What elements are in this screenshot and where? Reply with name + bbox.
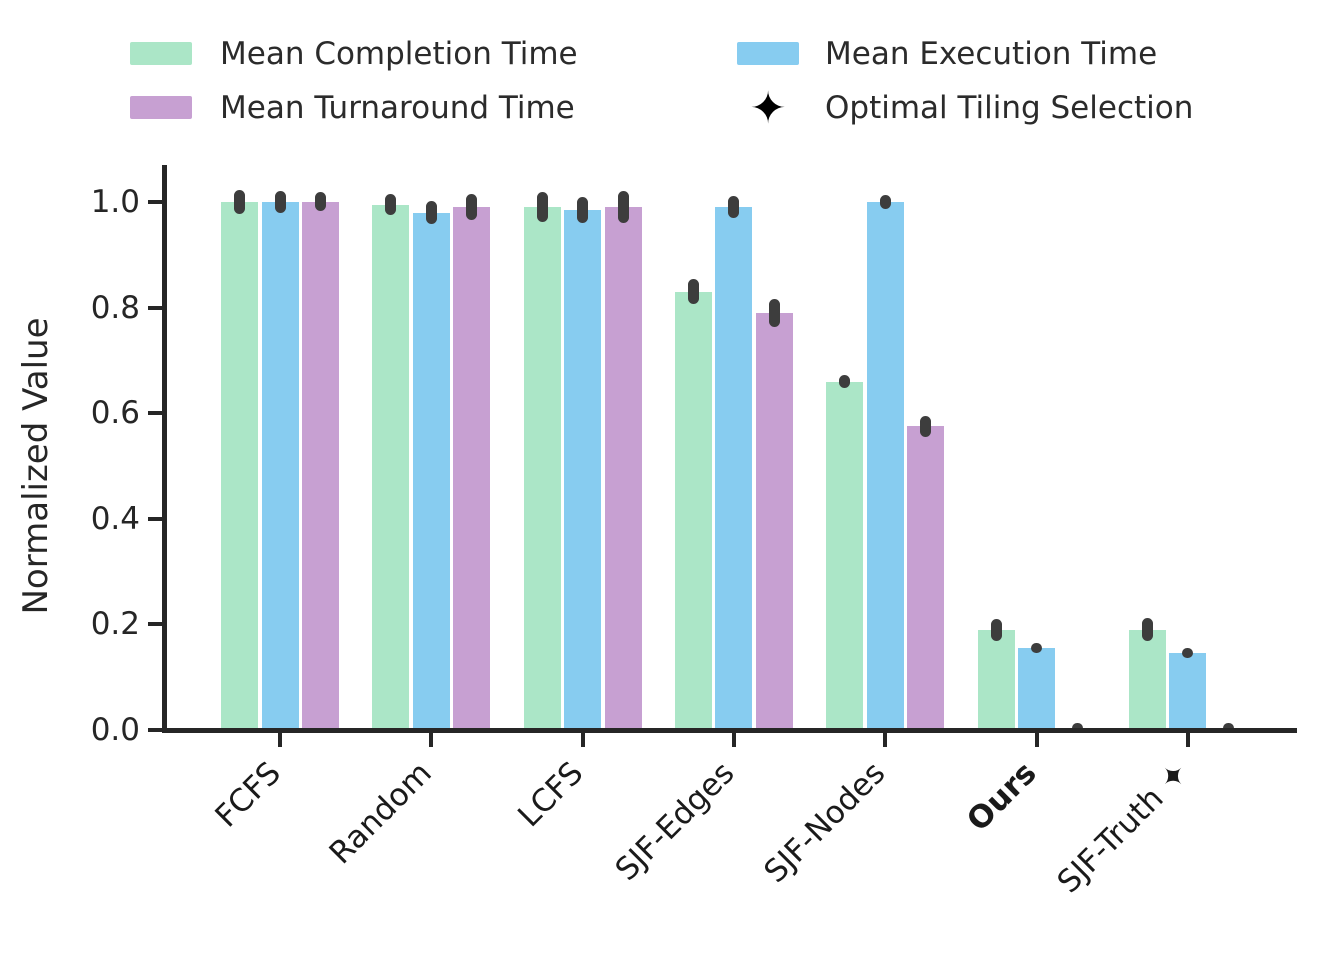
x-tick-label: SJF-Truth ✦ [1050, 755, 1196, 901]
legend-swatch-execution [737, 42, 799, 65]
error-bar [274, 191, 286, 213]
y-tick [148, 516, 165, 521]
y-tick [148, 622, 165, 627]
error-bar [1071, 722, 1083, 733]
bar [1018, 648, 1056, 730]
error-bar [466, 194, 478, 221]
x-tick [580, 730, 585, 747]
y-tick [148, 411, 165, 416]
x-tick-label: Random [322, 755, 439, 872]
error-bar [728, 196, 740, 219]
y-tick [148, 200, 165, 204]
x-tick-label: LCFS [511, 755, 591, 835]
error-bar [687, 279, 699, 305]
bar [261, 202, 299, 730]
bar [1128, 629, 1166, 730]
y-axis-label: Normalized Value [16, 317, 56, 615]
error-bar [577, 196, 589, 224]
bar [564, 209, 602, 730]
error-bar [768, 299, 780, 327]
four-pointed-star-icon: ✦ [749, 83, 787, 134]
bar [755, 312, 793, 730]
bar [907, 426, 945, 730]
x-tick [883, 730, 888, 747]
legend-label-optimal-tiling: Optimal Tiling Selection [825, 90, 1194, 126]
error-bar [617, 191, 629, 224]
x-tick-label: SJF-Edges [608, 755, 742, 888]
x-tick [278, 730, 282, 747]
bar [604, 207, 642, 730]
x-tick [429, 730, 434, 747]
legend-label-turnaround: Mean Turnaround Time [220, 90, 575, 126]
y-tick-label: 0.4 [90, 500, 140, 537]
bar [977, 629, 1015, 730]
error-bar [879, 194, 891, 210]
error-bar [234, 190, 245, 214]
bar [826, 381, 864, 730]
x-tick-label: SJF-Nodes [757, 755, 893, 890]
error-bar [1031, 643, 1043, 654]
error-bar [1222, 722, 1234, 733]
x-tick [731, 730, 736, 747]
bar [715, 207, 753, 730]
x-tick-label: Ours [960, 755, 1045, 839]
x-tick-label: FCFS [207, 755, 288, 835]
error-bar [536, 192, 548, 223]
y-tick-label: 0.2 [90, 606, 140, 643]
bar [523, 207, 561, 730]
y-tick-label: 0.0 [90, 712, 140, 748]
bar [302, 202, 339, 730]
error-bar [839, 374, 851, 389]
error-bar [1182, 648, 1194, 659]
x-axis-spine [162, 728, 1297, 733]
bar [674, 291, 712, 730]
y-tick-label: 1.0 [90, 184, 140, 220]
error-bar [1141, 618, 1153, 642]
legend-label-execution: Mean Execution Time [825, 36, 1158, 72]
bar [866, 202, 904, 730]
legend-label-completion: Mean Completion Time [220, 36, 578, 72]
bar [412, 212, 450, 730]
legend-swatch-completion [130, 42, 192, 65]
y-tick-label: 0.6 [90, 395, 140, 432]
y-tick [148, 728, 165, 732]
x-tick [1034, 730, 1039, 747]
bar [1169, 653, 1207, 730]
error-bar [385, 194, 397, 216]
bar [221, 202, 258, 730]
error-bar [990, 618, 1002, 641]
x-tick [1185, 730, 1190, 747]
bar [372, 204, 410, 730]
legend-swatch-turnaround [130, 96, 192, 119]
y-axis-spine [162, 165, 167, 733]
bar [453, 207, 491, 730]
y-tick-label: 0.8 [90, 289, 140, 326]
error-bar [315, 192, 326, 212]
error-bar [425, 200, 437, 225]
error-bar [920, 415, 932, 437]
y-tick [148, 305, 165, 310]
